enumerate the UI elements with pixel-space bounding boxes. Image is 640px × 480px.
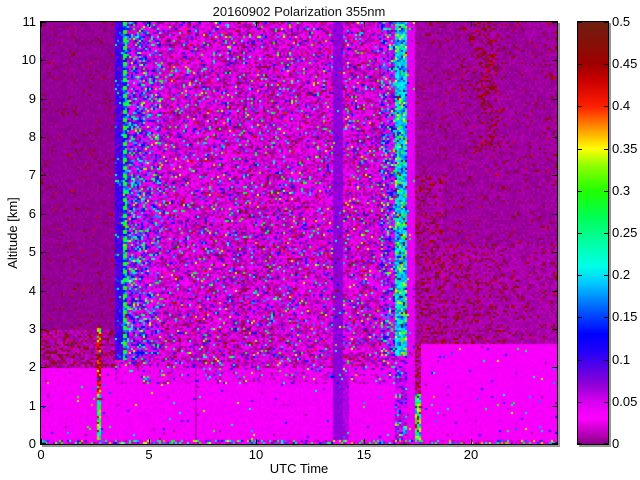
colorbar-tick-mark bbox=[604, 275, 608, 276]
colorbar-tick-mark bbox=[578, 233, 582, 234]
y-tick-mark bbox=[552, 443, 557, 444]
colorbar-tick-mark bbox=[604, 317, 608, 318]
colorbar-tick-mark bbox=[604, 402, 608, 403]
y-axis-label: Altitude [km] bbox=[5, 197, 20, 269]
y-tick-mark bbox=[41, 214, 46, 215]
y-tick-mark bbox=[41, 367, 46, 368]
colorbar-tick-mark bbox=[604, 233, 608, 234]
colorbar-tick-label: 0.25 bbox=[612, 225, 638, 240]
colorbar-tick-label: 0.1 bbox=[612, 352, 631, 367]
y-tick-mark bbox=[41, 252, 46, 253]
colorbar-tick-mark bbox=[578, 64, 582, 65]
y-tick-label: 2 bbox=[28, 359, 36, 374]
x-axis-label: UTC Time bbox=[269, 461, 329, 476]
x-tick-mark bbox=[149, 22, 150, 27]
y-tick-mark bbox=[552, 252, 557, 253]
colorbar-tick-mark bbox=[578, 106, 582, 107]
colorbar-gradient-canvas bbox=[578, 22, 608, 444]
x-tick-mark bbox=[256, 22, 257, 27]
y-tick-label: 11 bbox=[22, 14, 37, 29]
colorbar-tick-mark bbox=[578, 443, 582, 444]
y-tick-mark bbox=[41, 60, 46, 61]
y-tick-mark bbox=[41, 329, 46, 330]
y-tick-mark bbox=[552, 175, 557, 176]
x-tick-mark bbox=[41, 439, 42, 444]
x-tick-mark bbox=[256, 439, 257, 444]
y-tick-mark bbox=[41, 175, 46, 176]
x-tick-label: 20 bbox=[463, 447, 479, 462]
colorbar-tick-label: 0.35 bbox=[612, 141, 638, 156]
y-tick-label: 0 bbox=[28, 436, 36, 451]
y-tick-mark bbox=[552, 60, 557, 61]
heatmap-canvas bbox=[41, 22, 557, 444]
x-tick-mark bbox=[41, 22, 42, 27]
x-tick-mark bbox=[364, 22, 365, 27]
colorbar-tick-mark bbox=[578, 149, 582, 150]
y-tick-label: 9 bbox=[28, 91, 36, 106]
colorbar-tick-label: 0.15 bbox=[612, 309, 638, 324]
colorbar-tick-mark bbox=[604, 191, 608, 192]
colorbar-tick-mark bbox=[604, 22, 608, 23]
y-tick-mark bbox=[41, 137, 46, 138]
x-tick-label: 15 bbox=[356, 447, 372, 462]
colorbar-tick-mark bbox=[604, 443, 608, 444]
colorbar-tick-label: 0.05 bbox=[612, 394, 638, 409]
y-tick-mark bbox=[552, 329, 557, 330]
x-tick-label: 5 bbox=[145, 447, 153, 462]
y-tick-mark bbox=[41, 443, 46, 444]
y-tick-label: 3 bbox=[28, 321, 36, 336]
x-tick-mark bbox=[471, 439, 472, 444]
y-tick-mark bbox=[552, 406, 557, 407]
x-tick-label: 10 bbox=[248, 447, 264, 462]
colorbar-tick-label: 0.5 bbox=[612, 14, 631, 29]
x-tick-mark bbox=[364, 439, 365, 444]
y-tick-mark bbox=[552, 99, 557, 100]
colorbar-tick-mark bbox=[578, 402, 582, 403]
colorbar-tick-mark bbox=[578, 191, 582, 192]
colorbar-tick-label: 0.4 bbox=[612, 98, 631, 113]
y-tick-mark bbox=[41, 99, 46, 100]
y-tick-label: 10 bbox=[21, 52, 36, 67]
y-tick-label: 5 bbox=[28, 244, 36, 259]
y-tick-label: 4 bbox=[28, 283, 36, 298]
colorbar-tick-mark bbox=[578, 22, 582, 23]
y-tick-mark bbox=[552, 137, 557, 138]
colorbar-tick-label: 0.2 bbox=[612, 267, 631, 282]
y-tick-mark bbox=[552, 291, 557, 292]
colorbar-tick-mark bbox=[604, 106, 608, 107]
colorbar-tick-label: 0.3 bbox=[612, 183, 631, 198]
colorbar-tick-mark bbox=[604, 360, 608, 361]
x-tick-mark bbox=[471, 22, 472, 27]
colorbar-tick-label: 0 bbox=[612, 436, 620, 451]
y-tick-mark bbox=[41, 22, 46, 23]
y-tick-label: 7 bbox=[28, 167, 36, 182]
y-tick-mark bbox=[552, 214, 557, 215]
colorbar-tick-mark bbox=[578, 275, 582, 276]
y-tick-mark bbox=[41, 291, 46, 292]
y-tick-mark bbox=[552, 22, 557, 23]
colorbar-tick-mark bbox=[604, 64, 608, 65]
colorbar-tick-label: 0.45 bbox=[612, 56, 638, 71]
y-tick-label: 8 bbox=[28, 129, 36, 144]
plot-area bbox=[40, 21, 558, 445]
colorbar bbox=[577, 21, 609, 445]
colorbar-tick-mark bbox=[578, 317, 582, 318]
y-tick-mark bbox=[41, 406, 46, 407]
x-tick-mark bbox=[149, 439, 150, 444]
y-tick-label: 6 bbox=[28, 206, 36, 221]
colorbar-tick-mark bbox=[604, 149, 608, 150]
chart-title: 20160902 Polarization 355nm bbox=[212, 4, 386, 19]
colorbar-tick-mark bbox=[578, 360, 582, 361]
x-tick-label: 0 bbox=[37, 447, 45, 462]
y-tick-mark bbox=[552, 367, 557, 368]
y-tick-label: 1 bbox=[28, 398, 36, 413]
